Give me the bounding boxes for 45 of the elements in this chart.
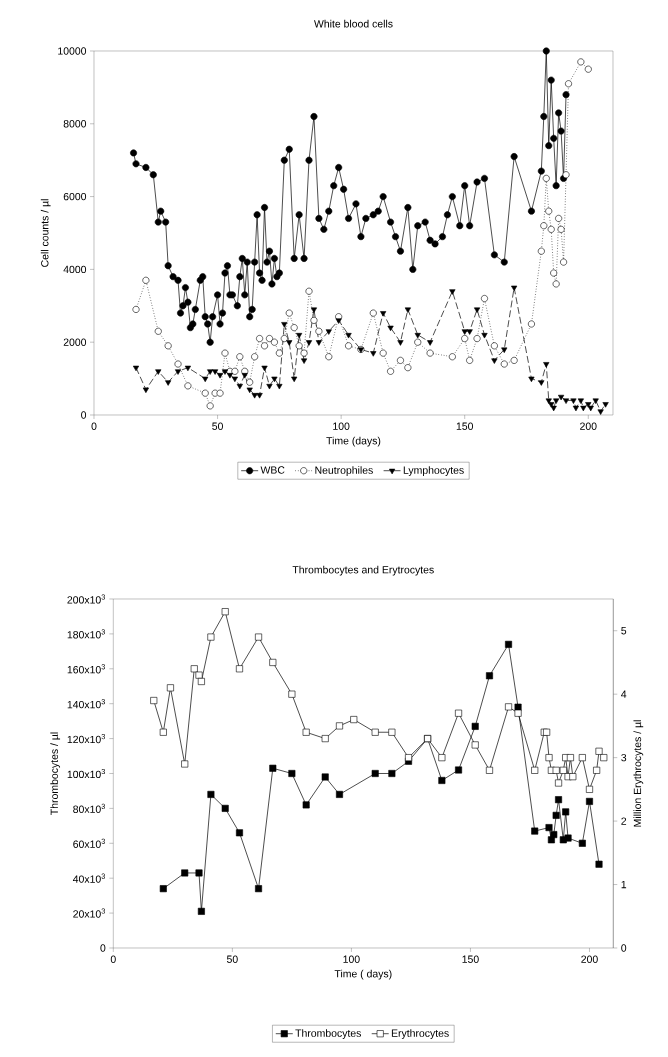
y2-tick-label: 1 <box>621 880 627 889</box>
x-tick-label: 0 <box>91 422 97 430</box>
x-tick-label: 150 <box>456 422 474 430</box>
x-tick-label: 100 <box>333 422 350 430</box>
y-tick-label: 80x10$^{3}$ <box>73 803 105 813</box>
y-tick-label: 200x10$^{3}$ <box>67 594 105 604</box>
x-axis-title: Time ( days) <box>334 969 392 980</box>
y-tick-label: 20x10$^{3}$ <box>73 908 105 918</box>
x-tick-label: 200 <box>580 422 597 430</box>
legend-label: WBC <box>260 466 285 474</box>
y-tick-label: 4000 <box>63 265 87 274</box>
y2-tick-label: 3 <box>621 753 627 762</box>
y2-tick-label: 4 <box>621 690 627 698</box>
legend-label: Lymphocytes <box>403 466 464 476</box>
y-tick-label: 160x10$^{3}$ <box>67 664 105 674</box>
y-tick-label: 0 <box>100 944 106 952</box>
x-axis-title: Time (days) <box>326 436 381 447</box>
x-tick-label: 150 <box>462 955 479 963</box>
y-tick-label: 6000 <box>63 192 87 201</box>
y-axis-title: Thrombocytes / µl <box>50 732 61 815</box>
y-tick-label: 100x10$^{3}$ <box>67 768 105 779</box>
y2-tick-label: 5 <box>621 627 627 635</box>
y2-tick-label: 2 <box>621 817 627 825</box>
y2-tick-label: 0 <box>621 944 627 952</box>
y2-axis-title: Million Erythrocytes / µl <box>633 720 644 827</box>
x-tick-label: 50 <box>212 422 223 430</box>
y-tick-label: 2000 <box>63 338 87 346</box>
chart-title: Thrombocytes and Erytrocytes <box>292 565 434 576</box>
y-tick-label: 8000 <box>63 120 87 128</box>
y-tick-label: 120x10$^{3}$ <box>67 734 105 744</box>
y-tick-label: 180x10$^{3}$ <box>67 629 105 639</box>
legend-label: Erythrocytes <box>391 1029 449 1039</box>
y-tick-label: 60x10$^{3}$ <box>73 838 105 848</box>
y-tick-label: 10000 <box>58 47 87 55</box>
x-tick-label: 50 <box>226 955 238 963</box>
y-tick-label: 40x10$^{3}$ <box>72 873 105 883</box>
legend-label: Neutrophiles <box>315 466 373 476</box>
chart-title: White blood cells <box>314 19 393 28</box>
legend-label: Thrombocytes <box>295 1029 361 1039</box>
y-axis-title: Cell counts / µl <box>40 199 51 267</box>
x-tick-label: 200 <box>581 955 598 963</box>
y-tick-label: 140x10$^{3}$ <box>67 699 105 709</box>
y-tick-label: 0 <box>81 411 87 419</box>
x-tick-label: 0 <box>110 955 116 963</box>
x-tick-label: 100 <box>343 955 360 963</box>
